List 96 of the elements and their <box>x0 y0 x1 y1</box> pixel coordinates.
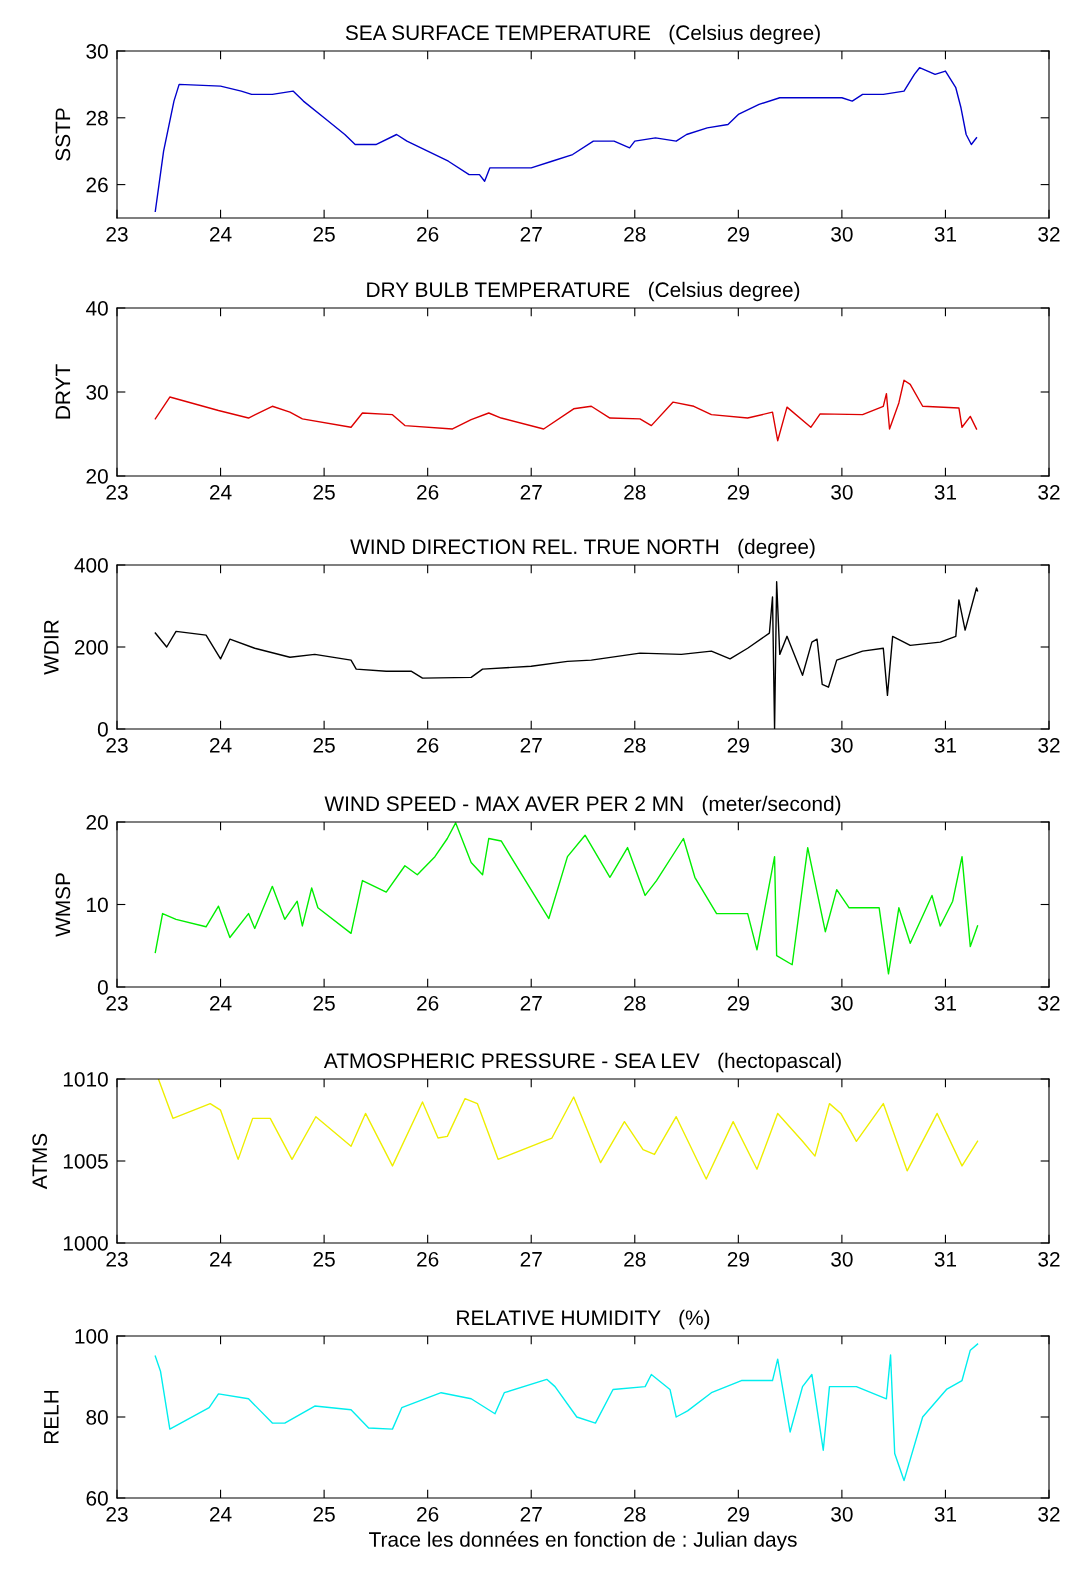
x-tick-label: 26 <box>417 1251 439 1267</box>
x-tick-label: 23 <box>106 1251 128 1267</box>
x-tick-label: 26 <box>417 995 439 1011</box>
x-tick-label: 31 <box>934 484 957 500</box>
x-tick-label: 26 <box>417 226 439 242</box>
x-tick-label: 27 <box>520 1506 542 1522</box>
x-tick-label: 30 <box>831 226 853 242</box>
y-tick-label: 20 <box>86 469 108 484</box>
x-tick-label: 24 <box>210 1506 232 1522</box>
y-tick-label: 0 <box>97 980 108 995</box>
x-tick-label: 25 <box>313 484 335 500</box>
x-tick-label: 27 <box>520 1251 542 1267</box>
y-tick-label: 30 <box>86 44 108 59</box>
y-axis-title: SSTP <box>55 108 71 161</box>
x-tick-label: 25 <box>313 737 335 753</box>
y-tick-label: 10 <box>87 897 108 913</box>
y-axis-title: ATMS <box>32 1133 48 1190</box>
x-axis-title: Trace les données en fonction de : Julian days <box>369 1531 797 1551</box>
x-tick-label: 28 <box>624 484 646 500</box>
y-axis-title: RELH <box>44 1390 59 1444</box>
line-series <box>154 379 978 442</box>
chart-title: ATMOSPHERIC PRESSURE - SEA LEV (hectopascal) <box>323 1052 841 1073</box>
x-tick-label: 32 <box>1038 995 1060 1011</box>
x-tick-label: 24 <box>210 995 232 1011</box>
x-tick-label: 24 <box>210 484 232 500</box>
chart-title: RELATIVE HUMIDITY (%) <box>457 1309 710 1330</box>
y-tick-label: 28 <box>86 110 108 126</box>
x-tick-label: 30 <box>831 484 853 500</box>
y-tick-label: 1000 <box>63 1236 108 1251</box>
x-tick-label: 27 <box>520 226 542 242</box>
y-tick-label: 200 <box>74 640 108 655</box>
chart-title: WIND SPEED - MAX AVER PER 2 MN (meter/second) <box>324 795 841 816</box>
y-tick-label: 26 <box>86 177 108 193</box>
x-tick-label: 26 <box>417 1506 439 1522</box>
x-tick-label: 29 <box>727 226 749 242</box>
x-tick-label: 28 <box>624 1251 646 1267</box>
x-tick-label: 31 <box>934 226 957 242</box>
x-tick-label: 30 <box>831 995 853 1011</box>
y-tick-label: 0 <box>97 722 108 737</box>
x-tick-label: 29 <box>727 737 749 753</box>
x-tick-label: 31 <box>934 1506 957 1522</box>
x-tick-label: 23 <box>106 484 128 500</box>
x-tick-label: 27 <box>520 484 542 500</box>
x-tick-label: 32 <box>1038 1506 1060 1522</box>
y-axis-title: WMSP <box>55 873 71 937</box>
x-tick-label: 27 <box>520 737 542 753</box>
x-tick-label: 30 <box>831 1251 853 1267</box>
x-tick-label: 29 <box>727 1506 749 1522</box>
chart-title: DRY BULB TEMPERATURE (Celsius degree) <box>367 281 800 302</box>
x-tick-label: 29 <box>727 1251 749 1267</box>
x-tick-label: 30 <box>831 737 853 753</box>
x-tick-label: 31 <box>934 995 957 1011</box>
x-tick-label: 32 <box>1038 484 1060 500</box>
x-tick-label: 32 <box>1038 737 1060 753</box>
x-tick-label: 24 <box>210 1251 232 1267</box>
line-series <box>154 1343 979 1482</box>
x-tick-label: 28 <box>624 226 646 242</box>
x-tick-label: 27 <box>520 995 542 1011</box>
y-tick-label: 20 <box>86 815 108 830</box>
y-axis-title: DRYT <box>55 364 71 419</box>
x-tick-label: 23 <box>106 226 128 242</box>
y-axis-title: WDIR <box>44 620 59 675</box>
x-tick-label: 25 <box>313 1506 335 1522</box>
y-tick-label: 100 <box>75 1329 108 1344</box>
x-tick-label: 29 <box>727 484 749 500</box>
x-tick-label: 23 <box>106 737 128 753</box>
x-tick-label: 26 <box>417 484 439 500</box>
x-tick-label: 25 <box>313 226 335 242</box>
x-tick-label: 28 <box>624 1506 646 1522</box>
chart-title: WIND DIRECTION REL. TRUE NORTH (degree) <box>350 538 815 559</box>
x-tick-label: 32 <box>1038 1251 1060 1267</box>
line-series <box>154 822 979 975</box>
y-tick-label: 80 <box>86 1410 108 1425</box>
y-tick-label: 400 <box>74 558 108 573</box>
y-tick-label: 1010 <box>63 1072 108 1087</box>
x-tick-label: 28 <box>624 995 646 1011</box>
x-tick-label: 28 <box>624 737 646 753</box>
y-tick-label: 40 <box>85 301 108 316</box>
chart-title: SEA SURFACE TEMPERATURE (Celsius degree) <box>345 24 820 45</box>
x-tick-label: 23 <box>106 995 128 1011</box>
x-tick-label: 26 <box>417 737 439 753</box>
x-tick-label: 23 <box>106 1506 128 1522</box>
y-tick-label: 60 <box>86 1491 108 1506</box>
x-tick-label: 24 <box>210 226 232 242</box>
x-tick-label: 31 <box>934 1251 957 1267</box>
x-tick-label: 29 <box>727 995 749 1011</box>
y-tick-label: 1005 <box>63 1154 108 1169</box>
y-tick-label: 30 <box>86 385 108 400</box>
x-tick-label: 25 <box>313 1251 335 1267</box>
x-tick-label: 30 <box>831 1506 853 1522</box>
x-tick-label: 24 <box>210 737 232 753</box>
x-tick-label: 25 <box>313 995 335 1011</box>
line-series <box>154 67 978 213</box>
x-tick-label: 32 <box>1038 226 1060 242</box>
x-tick-label: 31 <box>934 737 957 753</box>
line-series <box>157 1079 979 1180</box>
